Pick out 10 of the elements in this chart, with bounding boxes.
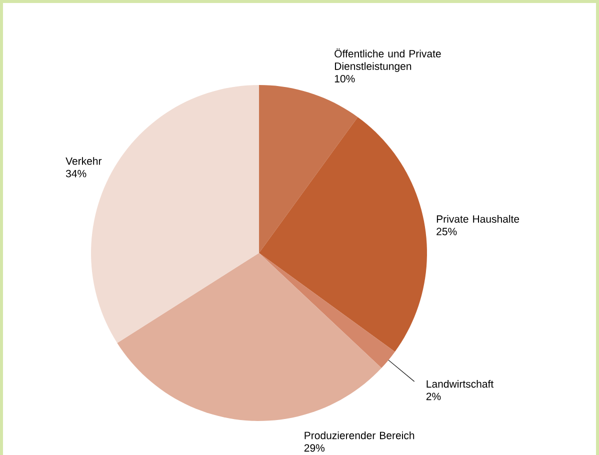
- data-label: 2%: [426, 392, 441, 400]
- data-label: 10%: [334, 74, 355, 82]
- slice-label: Produzierender Bereich: [304, 431, 414, 440]
- data-label: 25%: [436, 228, 457, 236]
- data-label: 34%: [66, 170, 86, 178]
- slice-label: Landwirtschaft: [426, 380, 494, 388]
- slice-label: Private Haushalte: [436, 215, 520, 223]
- slice-label: Verkehr: [66, 157, 102, 165]
- data-label: 29%: [304, 444, 325, 452]
- slice-label: Öffentliche und Private Dienstleistungen: [334, 48, 441, 72]
